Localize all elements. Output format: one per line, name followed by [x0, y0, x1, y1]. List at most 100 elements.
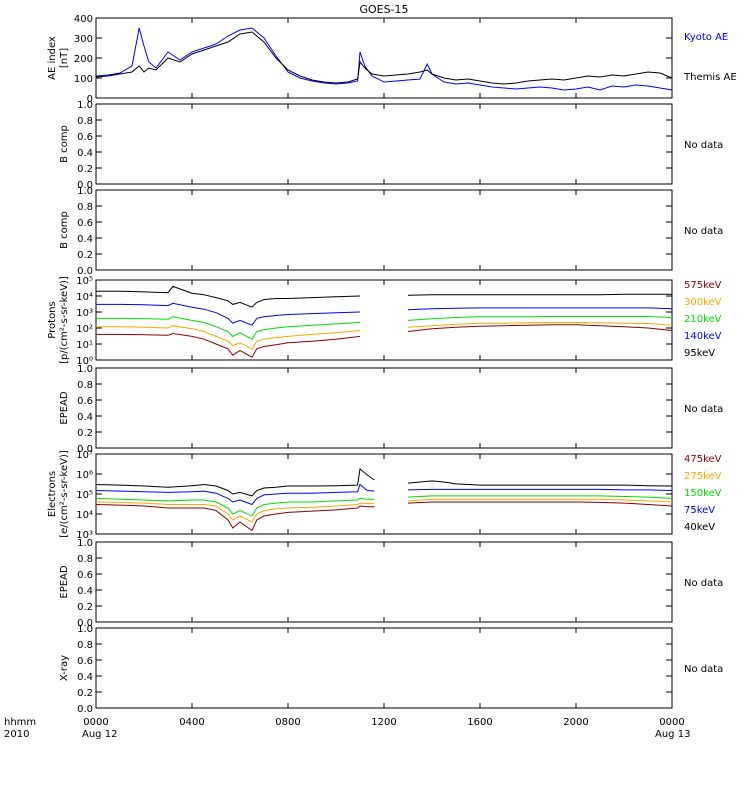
y-tick-label: 1.0: [77, 538, 93, 549]
series-line-300kev: [96, 322, 673, 350]
y-tick-label: 1.0: [77, 364, 93, 375]
series-line-475kev: [95, 501, 673, 532]
y-tick-label: 10²: [76, 324, 93, 335]
series-line-themis-ae: [95, 31, 673, 85]
legend-entry: 40keV: [684, 522, 715, 533]
no-data-label: No data: [684, 140, 723, 151]
x-tick-label: 0000: [83, 717, 108, 728]
legend-entry: 150keV: [684, 488, 722, 499]
y-axis-unit: [e/(cm²-s-sr-keV)]: [59, 450, 70, 538]
y-axis-label: B comp: [59, 125, 70, 163]
y-tick-label: 0.4: [77, 234, 93, 245]
panel-b2: 0.0 0.2 0.4 0.6 0.8 1.0 B comp No data: [59, 186, 723, 277]
panel-xray: 0.0 0.2 0.4 0.6 0.8 1.0 X-ray No data: [59, 624, 723, 715]
y-tick-label: 100: [74, 74, 93, 85]
y-tick-label: 0.2: [77, 428, 93, 439]
y-tick-label: 10⁵: [76, 276, 93, 287]
y-axis-label: AE index: [47, 36, 58, 80]
y-tick-label: 0.0: [77, 704, 93, 715]
y-tick-label: 0.4: [77, 148, 93, 159]
panel-frame: [95, 103, 673, 185]
y-tick-label: 0.0: [77, 266, 93, 277]
y-tick-label: 10⁵: [76, 490, 93, 501]
y-tick-label: 0.8: [77, 554, 93, 565]
legend-entry: 275keV: [684, 471, 722, 482]
y-axis-label: Electrons: [47, 471, 58, 517]
panel-b1: 0.0 0.2 0.4 0.6 0.8 1.0 B comp No data: [59, 100, 723, 191]
x-tick-label: 0000: [659, 717, 684, 728]
y-tick-label: 0.6: [77, 396, 93, 407]
series-line-95kev: [96, 285, 672, 308]
legend-entry: 75keV: [684, 505, 715, 516]
no-data-label: No data: [684, 664, 723, 675]
time-axis-row-label: hhmm: [4, 717, 36, 728]
y-tick-label: 10³: [76, 308, 93, 319]
y-axis-label: X-ray: [59, 655, 70, 681]
panel-frame: [95, 627, 673, 709]
series-line-575kev: [96, 324, 673, 358]
series-line-275kev: [95, 498, 673, 523]
y-tick-label: 0.0: [77, 444, 93, 455]
y-tick-label: 200: [74, 54, 93, 65]
time-axis-year-label: 2010: [4, 729, 29, 740]
legend-entry: 140keV: [684, 331, 722, 342]
legend-entry: Themis AE: [683, 72, 737, 83]
y-tick-label: 0.6: [77, 570, 93, 581]
y-axis-label: Protons: [47, 301, 58, 338]
y-tick-label: 0.2: [77, 250, 93, 261]
y-tick-label: 10⁴: [76, 292, 93, 303]
y-tick-label: 10³: [76, 530, 93, 541]
legend-entry: Kyoto AE: [684, 32, 728, 43]
panel-ae: 0 100 200 300 400 AE index [nT] Kyoto AE Themis …: [47, 14, 737, 105]
series-line-75kev: [95, 483, 673, 506]
y-tick-label: 0.4: [77, 412, 93, 423]
time-axis: hhmm 2010 Aug 12 Aug 13 0000 0400 0800 1200…: [4, 717, 690, 740]
series-line-40kev: [95, 467, 673, 497]
y-tick-label: 0.8: [77, 202, 93, 213]
y-axis-unit: [nT]: [59, 48, 70, 68]
y-axis-label: B comp: [59, 211, 70, 249]
series-line-210kev: [96, 316, 673, 340]
y-axis-label: EPEAD: [59, 565, 70, 599]
chart-title: GOES-15: [359, 3, 408, 16]
series-line-kyoto-ae: [95, 27, 673, 91]
y-tick-label: 10⁶: [76, 470, 93, 481]
y-tick-label: 10⁰: [76, 356, 93, 367]
x-tick-label: 1600: [467, 717, 492, 728]
x-tick-label: 1200: [371, 717, 396, 728]
y-tick-label: 0.0: [77, 180, 93, 191]
time-axis-start-date: Aug 12: [82, 729, 117, 740]
y-tick-label: 10⁴: [76, 510, 93, 521]
x-tick-label: 0400: [179, 717, 204, 728]
y-tick-label: 400: [74, 14, 93, 25]
legend-entry: 575keV: [684, 280, 722, 291]
y-tick-label: 300: [74, 34, 93, 45]
panel-frame: [95, 279, 673, 361]
y-tick-label: 0.8: [77, 116, 93, 127]
legend-entry: 475keV: [684, 454, 722, 465]
y-tick-label: 0.4: [77, 586, 93, 597]
legend-entry: 95keV: [684, 348, 715, 359]
legend-entry: 210keV: [684, 314, 722, 325]
y-tick-label: 0.8: [77, 380, 93, 391]
series-line-150kev: [95, 495, 673, 517]
series-line-140kev: [96, 302, 673, 326]
y-tick-label: 0.8: [77, 640, 93, 651]
x-tick-label: 0800: [275, 717, 300, 728]
y-axis-label: EPEAD: [59, 391, 70, 425]
panel-frame: [95, 541, 673, 623]
y-tick-label: 0.4: [77, 672, 93, 683]
y-tick-label: 0.2: [77, 602, 93, 613]
panel-protons: 10⁰ 10¹ 10² 10³ 10⁴ 10⁵ Protons [p/(cm²-s-sr-ke…: [47, 276, 722, 367]
y-tick-label: 0.2: [77, 688, 93, 699]
panel-stack: 0 100 200 300 400 AE index [nT] Kyoto AE Themis …: [47, 14, 737, 715]
x-tick-label: 2000: [563, 717, 588, 728]
panel-frame: [95, 367, 673, 449]
no-data-label: No data: [684, 578, 723, 589]
legend-entry: 300keV: [684, 297, 722, 308]
panel-frame: [95, 189, 673, 271]
panel-epead1: 0.0 0.2 0.4 0.6 0.8 1.0 EPEAD No data: [59, 364, 723, 455]
y-tick-label: 1.0: [77, 624, 93, 635]
time-axis-end-date: Aug 13: [655, 729, 690, 740]
